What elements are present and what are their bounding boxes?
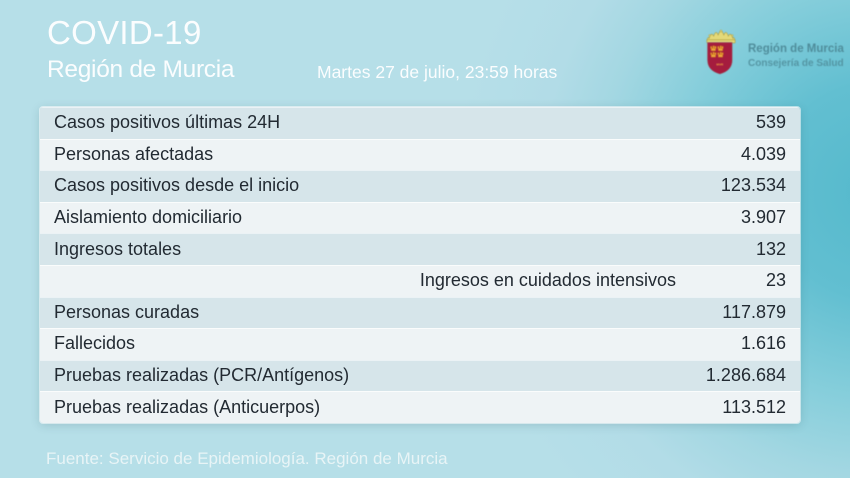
- svg-text:MVR: MVR: [716, 63, 724, 67]
